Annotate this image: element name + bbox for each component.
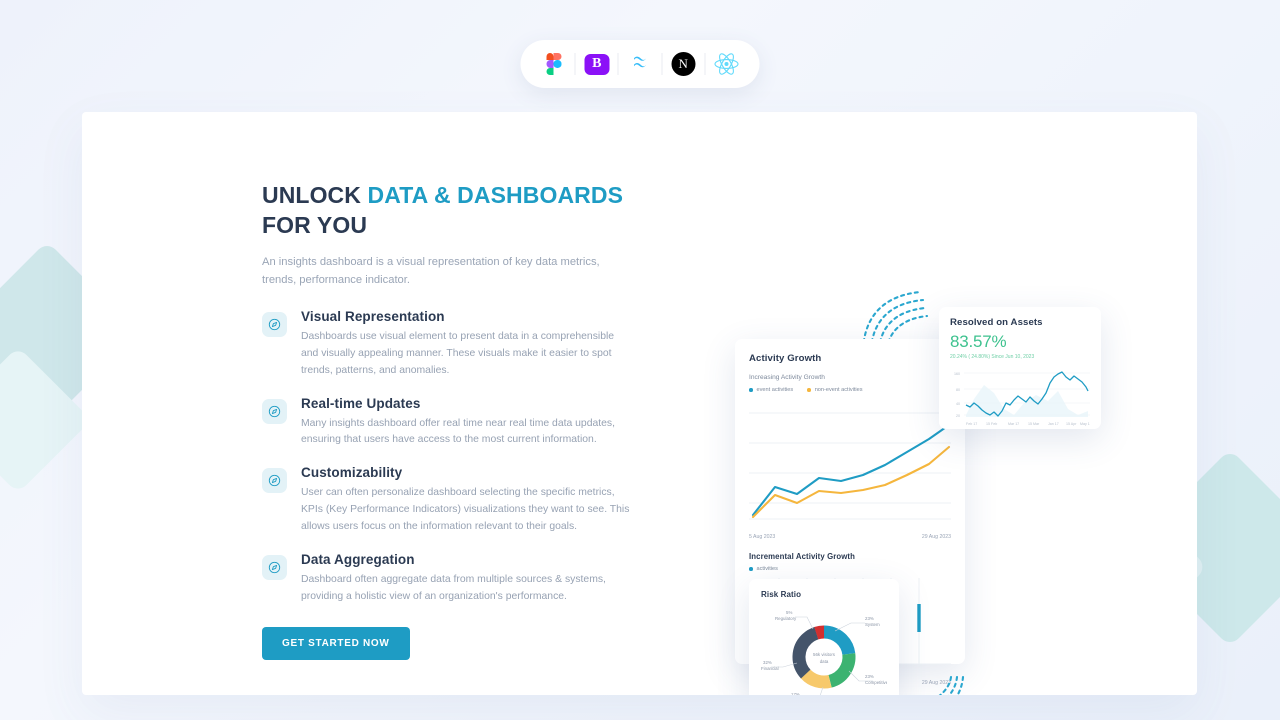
svg-text:40: 40 — [956, 402, 960, 406]
svg-text:Feb 17: Feb 17 — [966, 422, 977, 426]
legend-dot-icon — [749, 388, 753, 392]
get-started-button[interactable]: GET STARTED NOW — [262, 627, 410, 661]
figma-logo[interactable] — [539, 49, 569, 79]
resolved-sparkline-chart: 160 80 40 20 Feb 17 15 Feb Mar 17 15 Mar… — [954, 371, 1092, 426]
svg-text:Regulatory: Regulatory — [775, 616, 797, 621]
svg-text:15 Mar: 15 Mar — [1028, 422, 1040, 426]
svg-text:Mar 17: Mar 17 — [1008, 422, 1019, 426]
hero-card: UNLOCK DATA & DASHBOARDS FOR YOU An insi… — [82, 112, 1197, 695]
axis-date-start: 5 Aug 2023 — [749, 534, 776, 540]
svg-text:Competitive: Competitive — [865, 680, 887, 685]
logo-divider — [704, 53, 706, 75]
activity-growth-title: Activity Growth — [749, 353, 822, 364]
resolved-delta: 20.24% ( 24.80%) Since Jun 10, 2023 — [950, 354, 1035, 360]
bootstrap-icon: B — [584, 53, 610, 75]
svg-text:Financial: Financial — [761, 666, 779, 671]
risk-ratio-donut-chart: 56k visitors data 23% System 23% Competi… — [761, 610, 889, 695]
svg-text:System: System — [865, 622, 880, 627]
svg-text:160: 160 — [954, 372, 960, 376]
donut-center-line2: data — [820, 659, 829, 664]
axis-date-end: 29 Aug 2023 — [921, 680, 951, 686]
dashboard-mockup-group: Activity Growth Increasing Activity Grow… — [667, 167, 1137, 695]
svg-text:17%: 17% — [791, 692, 800, 695]
feature-desc: Many insights dashboard offer real time … — [301, 417, 616, 446]
logo-divider — [617, 53, 619, 75]
tailwind-icon — [633, 56, 646, 68]
resolved-title: Resolved on Assets — [950, 317, 1043, 328]
feature-title: Data Aggregation — [301, 551, 415, 567]
nextjs-logo[interactable]: N — [668, 49, 698, 79]
activity-growth-line-chart — [749, 412, 951, 520]
feature-item-data-aggregation: Data Aggregation Dashboard often aggrega… — [262, 552, 632, 606]
svg-text:5%: 5% — [786, 610, 792, 615]
legend-label: activities — [756, 566, 778, 572]
compass-icon — [262, 312, 287, 337]
legend-label: non-event activities — [814, 387, 863, 393]
page-title: UNLOCK DATA & DASHBOARDS FOR YOU — [262, 180, 632, 241]
feature-desc: User can often personalize dashboard sel… — [301, 487, 630, 532]
logo-divider — [574, 53, 576, 75]
svg-text:May 17: May 17 — [1080, 422, 1090, 426]
legend-dot-icon — [807, 388, 811, 392]
donut-center-line1: 56k visitors — [813, 652, 836, 657]
compass-icon — [262, 468, 287, 494]
tech-logo-pill: B N — [520, 40, 760, 88]
svg-text:23%: 23% — [865, 616, 874, 621]
feature-title: Real-time Updates — [301, 395, 421, 411]
axis-date-end: 29 Aug 2023 — [921, 534, 951, 540]
svg-text:80: 80 — [956, 388, 960, 392]
feature-title: Customizability — [301, 465, 403, 481]
logo-divider — [661, 53, 663, 75]
svg-text:15 Apr: 15 Apr — [1066, 422, 1077, 426]
compass-icon — [262, 554, 287, 580]
compass-icon — [262, 398, 287, 424]
headline-accent: DATA & DASHBOARDS — [367, 182, 624, 208]
resolved-on-assets-card[interactable]: Resolved on Assets 83.57% 20.24% ( 24.80… — [939, 307, 1101, 429]
tailwind-logo[interactable] — [625, 49, 655, 79]
activity-growth-subtitle: Increasing Activity Growth — [749, 374, 825, 381]
headline-plain: UNLOCK — [262, 182, 368, 208]
activity-growth-legend: event activities non-event activities — [749, 387, 951, 393]
bootstrap-logo[interactable]: B — [582, 49, 612, 79]
figma-icon — [546, 53, 561, 75]
svg-text:Jan 17: Jan 17 — [1048, 422, 1059, 426]
activity-growth-axis-dates: 5 Aug 2023 29 Aug 2023 — [749, 534, 951, 540]
legend-non-event-activities: non-event activities — [807, 387, 863, 393]
react-logo[interactable] — [712, 49, 742, 79]
risk-ratio-title: Risk Ratio — [761, 590, 802, 599]
incremental-growth-title: Incremental Activity Growth — [749, 552, 855, 561]
feature-item-visual-representation: Visual Representation Dashboards use vis… — [262, 309, 632, 380]
incremental-axis-dates: 29 Aug 2023 — [749, 680, 951, 686]
feature-desc: Dashboards use visual element to present… — [301, 331, 615, 376]
hero-subhead: An insights dashboard is a visual repres… — [262, 255, 600, 286]
svg-text:20: 20 — [956, 414, 960, 418]
legend-activities: activities — [749, 566, 778, 572]
hero-left-column: UNLOCK DATA & DASHBOARDS FOR YOU An insi… — [262, 180, 632, 661]
feature-item-customizability: Customizability User can often personali… — [262, 465, 632, 536]
nextjs-icon: N — [671, 52, 696, 76]
feature-item-real-time-updates: Real-time Updates Many insights dashboar… — [262, 396, 632, 450]
react-icon — [714, 53, 739, 75]
feature-desc: Dashboard often aggregate data from mult… — [301, 573, 606, 602]
decorative-diamond-left-small — [0, 346, 92, 494]
headline-line2: FOR YOU — [262, 212, 368, 239]
svg-text:32%: 32% — [763, 660, 772, 665]
legend-dot-icon — [749, 567, 753, 571]
resolved-value: 83.57% — [950, 332, 1007, 351]
incremental-growth-legend: activities — [749, 566, 951, 572]
feature-title: Visual Representation — [301, 309, 445, 324]
risk-ratio-card[interactable]: Risk Ratio 56k visitors data — [749, 579, 899, 695]
svg-text:23%: 23% — [865, 674, 874, 679]
legend-label: event activities — [756, 387, 794, 393]
legend-event-activities: event activities — [749, 387, 793, 393]
svg-text:15 Feb: 15 Feb — [986, 422, 997, 426]
